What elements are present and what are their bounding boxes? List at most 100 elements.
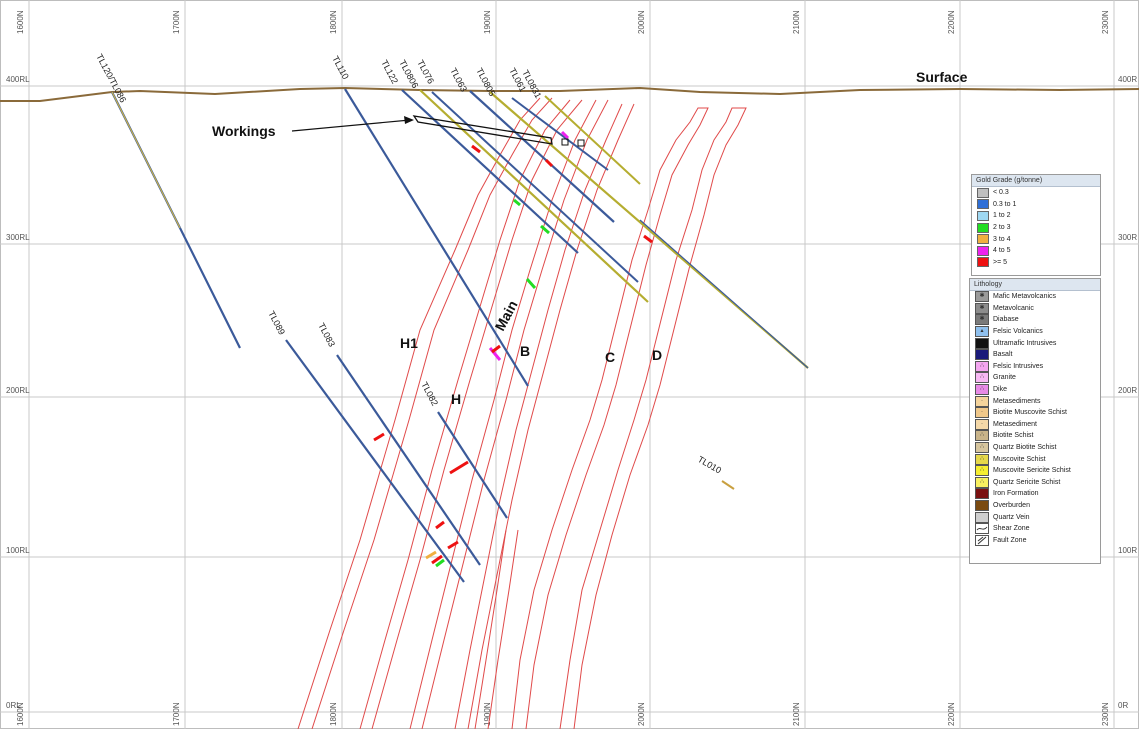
lode-outline [474,529,507,729]
legend-item: ∴ Granite [970,372,1100,384]
legend-item-label: Muscovite Sericite Schist [993,467,1071,475]
legend-item-label: 0.3 to 1 [993,200,1017,208]
lithology-legend: Lithology ✱ Mafic Metavolcanics ✱ Metavolca… [969,278,1101,564]
workings-arrow [291,119,411,132]
easting-label: 1700N [172,10,181,34]
legend-swatch: ▴ [975,326,989,338]
drillhole-trace [511,97,609,171]
legend-item-label: 1 to 2 [993,212,1011,220]
drillhole-traces [111,88,809,583]
easting-label: 1900N [483,702,492,726]
legend-item: < 0.3 [972,187,1100,199]
legend-swatch [975,523,989,535]
legend-item-label: Shear Zone [993,525,1030,533]
easting-label: 2100N [792,702,801,726]
rl-label: 300R [1118,233,1137,242]
lode-outline [511,107,709,729]
legend-item: ✱ Diabase [970,314,1100,326]
legend-swatch [977,199,989,210]
legend-item: 3 to 4 [972,233,1100,245]
easting-labels-bottom: 1600N 1700N 1800N 1900N 2000N 2100N 2200… [16,702,1110,726]
rl-label: 200R [1118,386,1137,395]
legend-swatch: ∴ [975,442,989,454]
legend-item-label: Felsic Intrusives [993,362,1044,370]
legend-swatch: ∴ [975,372,989,384]
drillhole-trace [469,90,615,223]
legend-swatch: ∴ [975,384,989,396]
legend-item-label: Biotite Muscovite Schist [993,409,1067,417]
rl-label: 400RL [6,75,30,84]
legend-item: Basalt [970,349,1100,361]
legend-item-label: Ultramafic Intrusives [993,339,1057,347]
legend-swatch [975,488,989,500]
legend-item: Ultramafic Intrusives [970,337,1100,349]
easting-label: 2100N [792,10,801,34]
legend-item: · Biotite Muscovite Schist [970,407,1100,419]
topographic-surface-line [0,86,1139,102]
legend-item-label: Metasediments [993,397,1041,405]
grade-intercept [488,347,502,361]
easting-label: 1700N [172,702,181,726]
legend-item-label: Granite [993,374,1016,382]
grade-intercept [525,278,537,289]
easting-label: 2000N [637,702,646,726]
legend-item: ∴ Dike [970,384,1100,396]
lode-wireframes [297,97,747,729]
legend-swatch [975,534,989,546]
legend-item-label: Iron Formation [993,490,1039,498]
drillhole-trace [437,411,508,519]
easting-label: 2200N [947,702,956,726]
grade-intercepts [373,130,653,568]
rl-label: 100RL [6,546,30,555]
easting-label: 1800N [329,702,338,726]
grade-intercept [643,234,653,244]
legend-item: 1 to 2 [972,210,1100,222]
legend-swatch [975,349,989,361]
legend-item-label: Metasediment [993,420,1037,428]
legend-item-label: 2 to 3 [993,224,1011,232]
lode-label-h: H [451,391,461,407]
lithology-legend-items: ✱ Mafic Metavolcanics ✱ Metavolcanic ✱ Diabas… [970,291,1100,546]
legend-item: ∴ Biotite Schist [970,430,1100,442]
drillhole-label: TL082 [419,380,440,407]
easting-label: 1800N [329,10,338,34]
drillhole-label: TL083 [316,321,337,348]
legend-item-label: >= 5 [993,258,1008,266]
workings-label: Workings [212,123,276,139]
drillhole-trace [336,354,481,566]
grade-intercept [431,554,443,565]
rl-label: 0R [1118,701,1128,710]
legend-swatch: ∴ [975,476,989,488]
legend-item: ▴ Felsic Volcanics [970,326,1100,338]
grade-intercept [491,344,501,354]
drillhole-trace [401,89,579,254]
workings-stope [577,139,585,147]
drillhole-trace [431,91,639,283]
legend-item: Overburden [970,499,1100,512]
legend-item-label: Overburden [993,501,1030,509]
grade-intercept [544,158,554,168]
workings-outline [412,115,553,145]
legend-item: ∴ Quartz Biotite Schist [970,442,1100,454]
legend-swatch [975,511,989,523]
legend-item: ∴ Quartz Sericite Schist [970,476,1100,489]
grade-intercept [435,558,445,568]
legend-item-label: Quartz Biotite Schist [993,444,1057,452]
legend-swatch: ✱ [975,302,989,314]
rl-label: 0RL [6,701,21,710]
legend-item-label: Felsic Volcanics [993,328,1043,336]
legend-swatch [977,222,989,233]
legend-swatch: ✱ [975,291,989,303]
grade-intercept [560,130,570,140]
drillhole-trace [419,89,649,303]
lithology-legend-title: Lithology [970,279,1100,291]
legend-item: Iron Formation [970,488,1100,500]
rl-label: 400R [1118,75,1137,84]
legend-item: · Metasediment [970,418,1100,431]
lode-outline [559,107,747,729]
drillhole-label: TL120/TL086 [94,52,128,104]
drillhole-trace [544,95,641,185]
workings [291,115,585,147]
grade-intercept [425,550,437,560]
legend-item-label: Quartz Sericite Schist [993,478,1061,486]
